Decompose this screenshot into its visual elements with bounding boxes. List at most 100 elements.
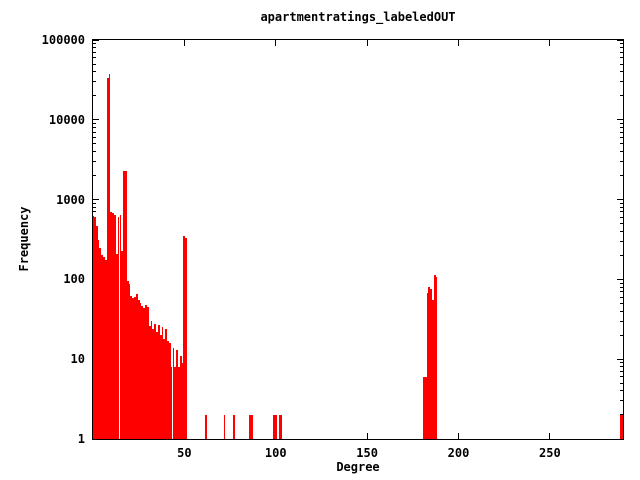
y-tick bbox=[93, 39, 99, 41]
bar bbox=[114, 215, 116, 439]
bar bbox=[117, 217, 120, 439]
bar bbox=[278, 414, 281, 439]
y-tick bbox=[617, 199, 623, 201]
x-tick-label: 200 bbox=[447, 446, 470, 460]
y-tick-label: 100000 bbox=[41, 33, 85, 47]
y-minor-tick bbox=[93, 122, 96, 124]
bar bbox=[130, 295, 133, 439]
y-minor-tick bbox=[620, 334, 623, 336]
bar bbox=[157, 324, 160, 439]
y-minor-tick bbox=[620, 240, 623, 242]
bar bbox=[154, 323, 157, 439]
bar bbox=[172, 347, 175, 439]
y-minor-tick bbox=[620, 382, 623, 384]
bar bbox=[121, 250, 124, 439]
y-axis-label: Frequency bbox=[17, 206, 31, 272]
x-tick-label: 100 bbox=[264, 446, 287, 460]
bar bbox=[119, 214, 122, 439]
bar bbox=[174, 366, 177, 439]
y-tick bbox=[93, 119, 99, 121]
y-minor-tick bbox=[620, 151, 623, 153]
y-tick bbox=[617, 39, 623, 41]
bar bbox=[176, 350, 178, 439]
y-minor-tick bbox=[620, 71, 623, 73]
y-tick bbox=[93, 199, 99, 201]
y-minor-tick bbox=[620, 95, 623, 97]
y-minor-tick bbox=[620, 320, 623, 322]
bar bbox=[106, 78, 109, 439]
y-tick-label: 10 bbox=[70, 352, 85, 367]
y-minor-tick bbox=[620, 175, 623, 177]
y-minor-tick bbox=[620, 51, 623, 53]
y-minor-tick bbox=[620, 310, 623, 312]
bar bbox=[152, 328, 155, 439]
bar bbox=[161, 327, 164, 439]
y-minor-tick bbox=[620, 122, 623, 124]
y-minor-tick bbox=[93, 143, 96, 145]
bar bbox=[422, 376, 425, 439]
y-minor-tick bbox=[93, 161, 96, 163]
bar bbox=[435, 276, 438, 439]
bar bbox=[101, 254, 104, 439]
bar bbox=[249, 414, 252, 439]
bars-layer bbox=[93, 40, 623, 439]
bar bbox=[126, 281, 129, 439]
bar bbox=[146, 307, 149, 439]
y-minor-tick bbox=[620, 390, 623, 392]
x-tick bbox=[366, 40, 368, 46]
bar bbox=[143, 307, 146, 439]
bar bbox=[93, 216, 94, 439]
y-minor-tick bbox=[620, 211, 623, 213]
bar bbox=[433, 274, 436, 439]
bar bbox=[134, 297, 136, 439]
y-minor-tick bbox=[620, 206, 623, 208]
y-minor-tick bbox=[93, 175, 96, 177]
y-minor-tick bbox=[93, 137, 96, 138]
y-minor-tick bbox=[93, 95, 96, 97]
bar bbox=[156, 331, 158, 439]
bar bbox=[128, 283, 131, 439]
y-minor-tick bbox=[93, 43, 96, 45]
bar bbox=[430, 289, 432, 439]
bar bbox=[95, 225, 98, 439]
plot-border bbox=[92, 39, 624, 440]
y-minor-tick bbox=[620, 376, 623, 378]
bar bbox=[223, 414, 226, 439]
y-minor-tick bbox=[620, 47, 623, 49]
bar bbox=[167, 340, 169, 439]
bar bbox=[132, 298, 135, 439]
y-minor-tick bbox=[93, 131, 96, 133]
bar bbox=[183, 235, 186, 439]
bar bbox=[424, 376, 427, 439]
y-minor-tick bbox=[93, 71, 96, 73]
y-minor-tick bbox=[620, 286, 623, 288]
y-minor-tick bbox=[620, 291, 623, 293]
bar bbox=[93, 217, 96, 439]
x-tick bbox=[458, 40, 460, 46]
y-tick bbox=[617, 278, 623, 280]
y-minor-tick bbox=[93, 57, 96, 59]
bar bbox=[163, 338, 166, 439]
bar bbox=[232, 414, 235, 439]
bar bbox=[273, 414, 275, 439]
y-minor-tick bbox=[620, 366, 623, 368]
y-minor-tick bbox=[620, 161, 623, 163]
y-minor-tick bbox=[620, 137, 623, 138]
x-tick bbox=[275, 40, 277, 46]
bar bbox=[432, 300, 434, 439]
y-minor-tick bbox=[93, 63, 96, 65]
x-tick bbox=[458, 433, 460, 439]
bar bbox=[159, 335, 162, 439]
bar bbox=[165, 328, 167, 439]
bar bbox=[108, 73, 111, 439]
y-minor-tick bbox=[620, 143, 623, 145]
y-minor-tick bbox=[93, 151, 96, 153]
y-minor-tick bbox=[620, 362, 623, 364]
y-tick-label: 100 bbox=[63, 272, 85, 287]
y-minor-tick bbox=[620, 254, 623, 256]
y-minor-tick bbox=[620, 63, 623, 65]
y-minor-tick bbox=[620, 230, 623, 232]
y-tick-label: 10000 bbox=[48, 112, 85, 127]
bar bbox=[110, 211, 113, 439]
